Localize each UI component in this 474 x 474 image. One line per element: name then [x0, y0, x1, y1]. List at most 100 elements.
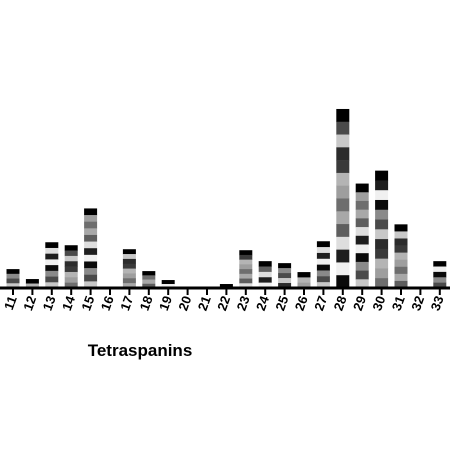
bar-31-segment-8 [394, 273, 408, 282]
bar-30-segment-11 [375, 268, 389, 279]
x-tick-label-15: 15 [78, 294, 97, 313]
bar-22 [219, 284, 233, 289]
bar-11-segment-1 [6, 269, 20, 275]
bar-24-segment-3 [258, 271, 272, 278]
x-tick-label-33: 33 [428, 294, 447, 313]
bar-28-segment-10 [336, 224, 350, 238]
bar-13-segment-7 [45, 276, 59, 283]
bar-17-segment-6 [122, 273, 136, 279]
bar-25-segment-5 [278, 283, 292, 289]
bar-23 [239, 250, 253, 289]
bar-30 [375, 170, 389, 289]
bar-28-segment-4 [336, 147, 350, 161]
bar-30-segment-6 [375, 219, 389, 230]
bar-29-segment-8 [355, 244, 369, 254]
bar-28-segment-11 [336, 236, 350, 250]
bar-27-segment-3 [316, 252, 330, 260]
bar-15-segment-3 [84, 221, 98, 229]
bar-11 [6, 269, 20, 289]
bar-31-segment-3 [394, 238, 408, 246]
bar-28-segment-9 [336, 211, 350, 225]
bar-28-segment-14 [336, 275, 350, 289]
bar-30-segment-8 [375, 239, 389, 250]
x-tick-label-24: 24 [253, 293, 272, 312]
bar-18 [142, 271, 156, 289]
x-tick-label-18: 18 [137, 294, 156, 313]
bar-30-segment-9 [375, 248, 389, 259]
bar-30-segment-1 [375, 170, 389, 181]
bar-13-segment-8 [45, 282, 59, 289]
bar-23-segment-4 [239, 264, 253, 270]
bar-28-segment-13 [336, 262, 350, 276]
bar-33-segment-4 [433, 277, 447, 283]
bar-23-segment-6 [239, 273, 253, 279]
bar-29-segment-12 [355, 279, 369, 289]
bar-29-segment-3 [355, 200, 369, 210]
bar-18-segment-2 [142, 275, 156, 280]
bar-26 [297, 272, 311, 289]
bar-14-segment-7 [64, 277, 78, 283]
x-tick-label-28: 28 [331, 294, 350, 313]
x-tick-label-19: 19 [156, 294, 175, 313]
x-tick-labels-group: 11 12 13 14 15 16 17 18 19 20 21 22 23 24 25 26 27 28 29 30… [1, 293, 447, 312]
bar-30-segment-10 [375, 258, 389, 269]
bar-24-segment-5 [258, 282, 272, 289]
bar-18-segment-1 [142, 271, 156, 276]
x-tick-label-16: 16 [98, 294, 117, 313]
x-tick-label-23: 23 [234, 294, 253, 313]
x-tick-label-17: 17 [117, 294, 136, 313]
bar-17 [122, 249, 136, 289]
bar-14-segment-6 [64, 271, 78, 278]
bar-19-segment-2 [161, 284, 175, 289]
bar-17-segment-7 [122, 278, 136, 284]
bar-31 [394, 224, 408, 289]
bar-14-segment-3 [64, 255, 78, 262]
bar-31-segment-4 [394, 245, 408, 253]
x-axis-title: Tetraspanins [88, 341, 193, 360]
bar-15-segment-5 [84, 234, 98, 242]
bar-24 [258, 261, 272, 289]
bar-15-segment-10 [84, 268, 98, 276]
bar-17-segment-1 [122, 249, 136, 255]
bar-17-segment-5 [122, 268, 136, 274]
bar-28-segment-5 [336, 160, 350, 174]
bar-28 [336, 108, 350, 289]
bar-29-segment-9 [355, 253, 369, 263]
x-tick-label-13: 13 [40, 294, 59, 313]
bar-12 [25, 279, 39, 289]
bar-30-segment-2 [375, 180, 389, 191]
x-tick-label-29: 29 [350, 294, 369, 313]
bar-19-segment-1 [161, 280, 175, 285]
bar-31-segment-5 [394, 252, 408, 261]
bar-11-segment-4 [6, 283, 20, 289]
bar-28-segment-1 [336, 108, 350, 123]
bar-13 [45, 242, 59, 289]
bar-30-segment-4 [375, 199, 389, 211]
bar-27-segment-7 [316, 276, 330, 283]
bar-28-segment-8 [336, 198, 350, 212]
bar-28-segment-12 [336, 249, 350, 263]
bar-14-segment-2 [64, 250, 78, 257]
bar-33 [433, 261, 447, 289]
bar-30-segment-7 [375, 229, 389, 240]
bar-15-segment-7 [84, 248, 98, 256]
bar-17-segment-8 [122, 283, 136, 289]
bar-25-segment-2 [278, 268, 292, 274]
bar-29-segment-7 [355, 235, 369, 245]
bar-30-segment-12 [375, 278, 389, 289]
bar-29-segment-10 [355, 261, 369, 271]
bar-27-segment-4 [316, 258, 330, 265]
bar-26-segment-1 [297, 272, 311, 278]
bar-24-segment-2 [258, 266, 272, 273]
bar-25-segment-4 [278, 278, 292, 284]
bar-33-segment-3 [433, 271, 447, 278]
bar-27-segment-2 [316, 247, 330, 254]
bar-13-segment-6 [45, 270, 59, 277]
bar-27-segment-8 [316, 282, 330, 289]
bar-27 [316, 241, 330, 289]
x-tick-label-30: 30 [369, 294, 388, 313]
bar-23-segment-5 [239, 269, 253, 275]
bar-29-segment-6 [355, 227, 369, 237]
bar-15-segment-2 [84, 215, 98, 222]
bar-29-segment-4 [355, 209, 369, 219]
